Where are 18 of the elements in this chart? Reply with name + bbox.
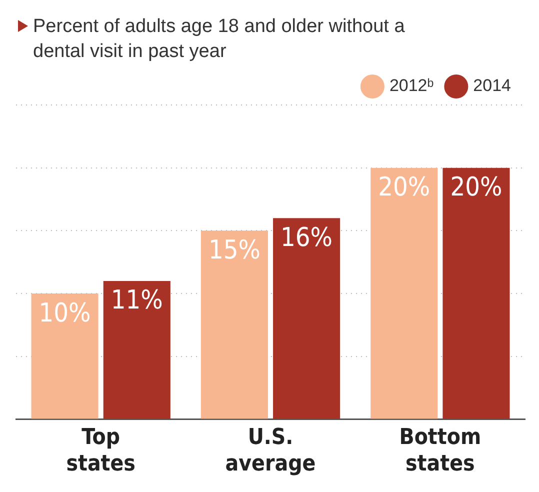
data-label: 20% <box>378 172 430 203</box>
legend-label: 2012ᵇ <box>389 76 434 96</box>
bar <box>103 280 170 419</box>
data-label: 15% <box>208 235 260 266</box>
bar <box>273 218 340 419</box>
x-tick-label: U.S. average <box>225 425 316 477</box>
x-tick-label: Top states <box>66 425 136 477</box>
legend-label: 2014 <box>473 76 512 96</box>
bar <box>200 230 268 419</box>
x-tick-label: Bottom states <box>399 425 482 477</box>
data-label: 10% <box>38 298 91 328</box>
data-label: 11% <box>110 286 163 316</box>
bar <box>442 168 510 419</box>
bar <box>370 168 438 419</box>
bar <box>31 294 98 419</box>
chart-title: Percent of adults age 18 and older without a dental visit in past year <box>33 15 406 64</box>
data-label: 20% <box>450 172 502 203</box>
data-label: 16% <box>280 222 333 253</box>
